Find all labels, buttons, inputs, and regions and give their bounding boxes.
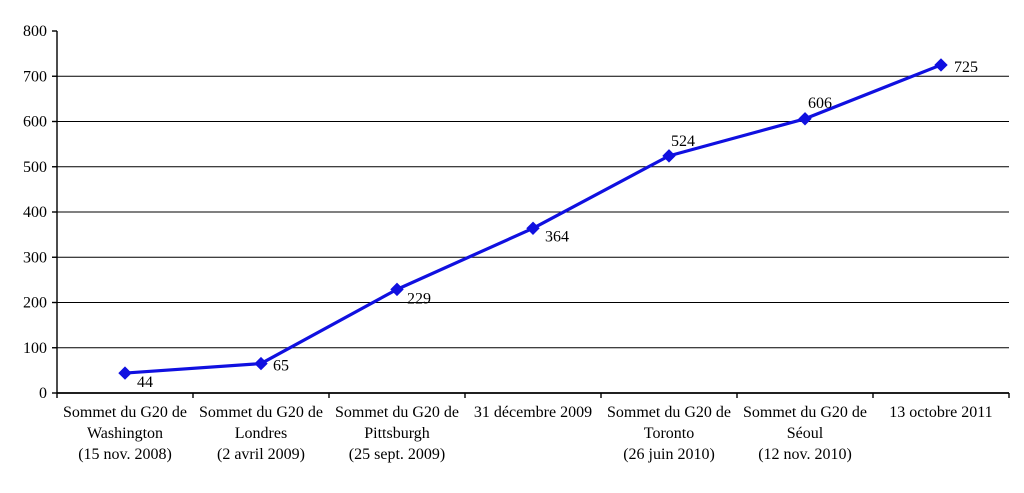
y-tick-label: 800	[23, 23, 47, 40]
y-tick-label: 0	[39, 385, 47, 402]
y-tick-label: 700	[23, 68, 47, 85]
data-point-marker	[662, 149, 676, 163]
data-point-label: 364	[545, 228, 569, 245]
data-point-label: 65	[273, 358, 289, 375]
x-category-label: Sommet du G20 de Londres (2 avril 2009)	[199, 404, 323, 463]
data-point-marker	[254, 356, 268, 371]
y-tick-label: 500	[23, 159, 47, 176]
x-category-label: 13 octobre 2011	[889, 404, 992, 421]
data-point-marker	[798, 112, 812, 126]
y-tick-label: 400	[23, 204, 47, 221]
x-category-label: Sommet du G20 de Pittsburgh (25 sept. 2009…	[335, 404, 459, 463]
data-point-label: 524	[671, 133, 695, 150]
y-tick-label: 300	[23, 249, 47, 266]
x-category-label: Sommet du G20 de Séoul (12 nov. 2010)	[743, 404, 867, 463]
data-point-marker	[934, 58, 948, 72]
data-point-label: 44	[137, 374, 153, 391]
data-point-marker	[526, 221, 540, 235]
x-category-label: Sommet du G20 de Washington (15 nov. 2008)	[63, 404, 187, 463]
y-tick-label: 600	[23, 114, 47, 131]
data-point-label: 725	[954, 59, 978, 76]
x-category-label: Sommet du G20 de Toronto (26 juin 2010)	[607, 404, 731, 463]
data-point-label: 229	[407, 290, 431, 307]
data-point-marker	[390, 282, 404, 297]
x-category-label: 31 décembre 2009	[474, 404, 592, 421]
y-tick-label: 100	[23, 340, 47, 357]
data-point-marker	[118, 366, 132, 380]
y-tick-label: 200	[23, 295, 47, 312]
data-point-label: 606	[808, 95, 832, 112]
